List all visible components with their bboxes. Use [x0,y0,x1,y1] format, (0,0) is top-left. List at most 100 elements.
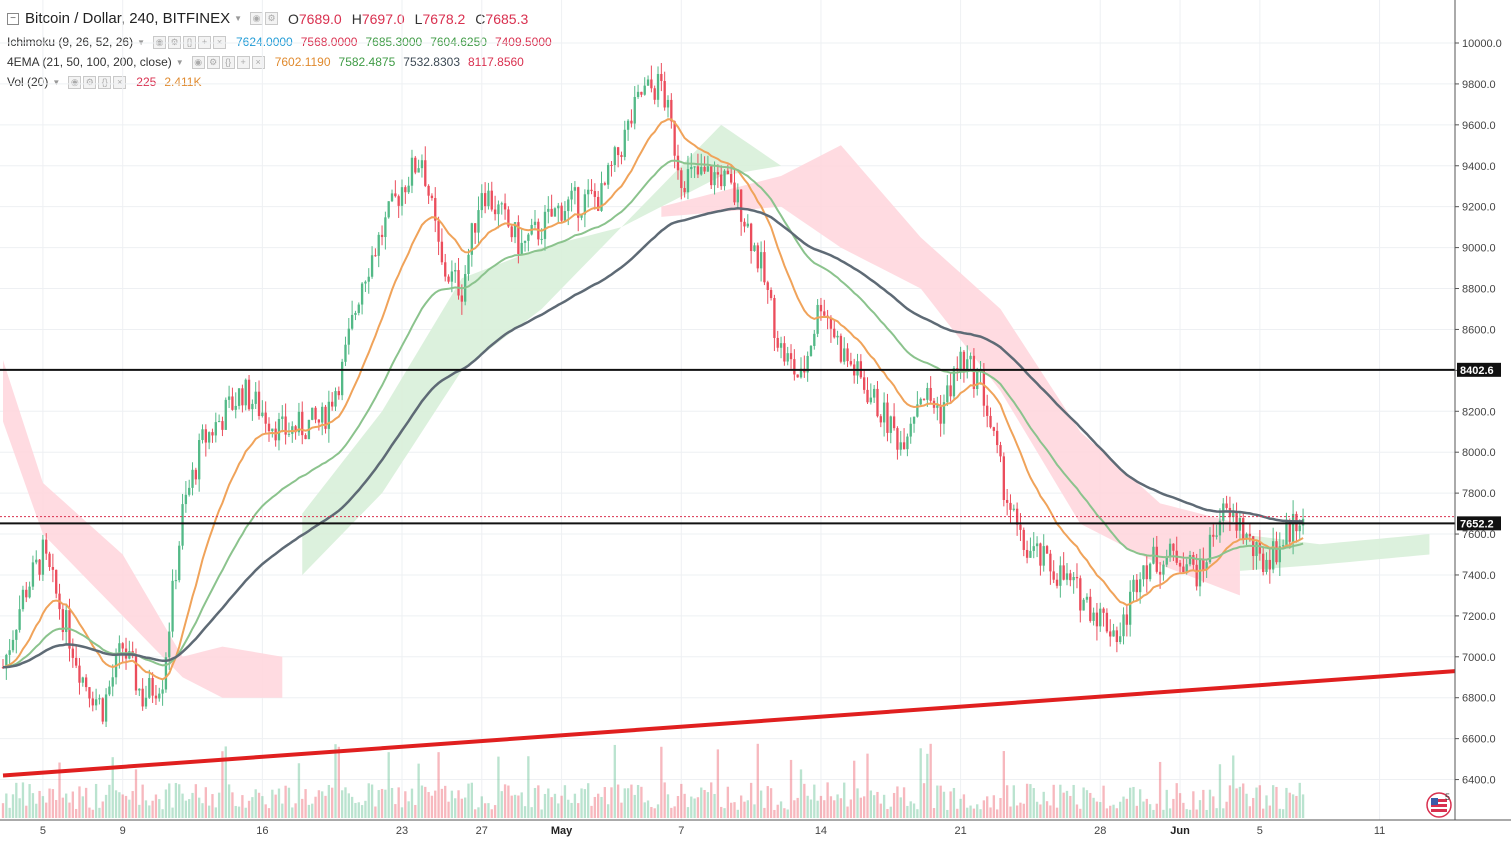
volume-bar [1099,802,1102,818]
chevron-down-icon[interactable]: ▼ [175,57,184,67]
braces-icon[interactable]: {} [183,35,196,49]
ema-50-line [2,159,1304,669]
symbol-title[interactable]: Bitcoin / Dollar, 240, BITFINEX [25,10,231,27]
volume-bar [500,791,503,818]
volume-bar [467,783,470,818]
candle-body [849,361,853,365]
volume-bar [201,803,204,818]
indicator-name-ema[interactable]: 4EMA (21, 50, 100, 200, close) [7,55,172,69]
candle-body [231,396,234,410]
chevron-down-icon[interactable]: ▼ [52,77,61,87]
braces-icon[interactable]: {} [221,55,235,69]
volume-bar [849,799,853,818]
gear-icon[interactable]: ⚙ [83,75,97,89]
plus-icon[interactable]: + [236,55,250,69]
candle-body [939,405,942,424]
candle-body [1208,534,1212,563]
volume-bar [1188,809,1192,818]
candle-body [1215,535,1218,537]
volume-bar [710,782,713,818]
volume-bar [84,787,88,818]
volume-bar [796,797,799,818]
volume-bar [410,788,414,818]
candle-body [1248,533,1252,537]
volume-bar [493,805,497,818]
collapse-icon[interactable]: − [7,12,19,25]
candle-body [623,129,626,157]
volume-bar [763,807,766,818]
candle-body [633,96,636,124]
volume-bar [966,807,969,818]
volume-bar [291,807,294,818]
gear-icon[interactable]: ⚙ [265,12,278,25]
candle-body [84,677,88,688]
indicator-name-ichimoku[interactable]: Ichimoku (9, 26, 52, 26) [7,35,134,49]
candle-body [244,379,247,406]
eye-icon[interactable]: ◉ [68,75,82,89]
candle-body [374,255,377,257]
volume-bar [992,795,996,818]
candle-body [507,209,510,227]
volume-bar [457,790,460,818]
braces-icon[interactable]: {} [98,75,112,89]
candle-body [1268,559,1271,570]
candle-body [929,387,932,401]
volume-bar [437,752,440,818]
eye-icon[interactable]: ◉ [153,35,166,49]
volume-bar [1002,751,1005,818]
candle-body [188,487,191,495]
time-tick-label: 28 [1094,825,1106,837]
candle-body [31,562,35,587]
eye-icon[interactable]: ◉ [191,55,205,69]
volume-bar [570,802,573,818]
candle-body [1265,559,1268,572]
candle-body [154,695,158,699]
volume-bar [128,799,131,818]
gear-icon[interactable]: ⚙ [206,55,220,69]
gear-icon[interactable]: ⚙ [168,35,181,49]
volume-bar [337,746,340,818]
price-axis-panel[interactable] [1455,0,1511,820]
volume-bar [427,792,430,818]
volume-bar [543,793,547,818]
volume-bar [563,785,567,818]
volume-bars [1,743,1305,818]
volume-bar [174,782,178,818]
price-tick-label: 9400.0 [1462,161,1496,173]
candle-body [570,190,573,200]
indicator-name-volume[interactable]: Vol (20) [7,75,49,89]
candle-body [108,686,111,695]
volume-bar [440,788,444,818]
chevron-down-icon[interactable]: ▼ [137,37,145,47]
candle-body [417,168,420,173]
close-icon[interactable]: × [251,55,265,69]
candle-body [1182,566,1185,573]
volume-bar [1022,803,1025,818]
candle-body [613,147,616,166]
candle-body [520,242,523,254]
volume-bar [1212,796,1215,818]
volume-bar [693,798,696,818]
volume-bar [1,803,5,818]
candle-body [969,355,972,360]
volume-bar [38,790,41,818]
volume-bar [237,806,241,818]
candle-body [367,276,370,282]
volume-bar [470,782,473,818]
flag-icon[interactable]: 5 [1426,792,1452,818]
candle-body [769,289,773,299]
volume-bar [18,798,21,818]
candle-body [819,304,823,312]
volume-bar [1142,801,1145,818]
volume-bar [899,797,902,818]
candle-body [1185,564,1188,573]
candle-body [966,359,969,372]
close-icon[interactable]: × [213,35,226,49]
volume-bar [1032,788,1035,818]
eye-icon[interactable]: ◉ [250,12,263,25]
chevron-down-icon[interactable]: ▼ [234,14,242,23]
candle-body [1105,612,1109,632]
plus-icon[interactable]: + [198,35,211,49]
time-axis-panel[interactable] [0,820,1455,844]
